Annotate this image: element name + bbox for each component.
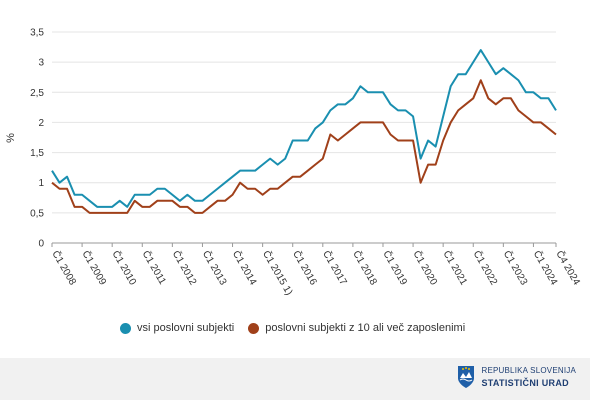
y-tick-label: 1	[38, 178, 44, 189]
x-axis: Č1 2008 Č1 2009 Č1 2010 Č1 2011 Č1 2012 Č1 20…	[49, 243, 584, 297]
y-axis: 0 0,5 1 1,5 2 2,5 3 3,5	[30, 28, 44, 250]
legend-swatch-10plus	[248, 322, 260, 334]
legend-label-10plus: poslovni subjekti z 10 ali več zaposleni…	[265, 322, 466, 334]
y-tick-label: 1,5	[30, 148, 44, 159]
x-tick-label: Č1 2009	[79, 248, 109, 288]
y-tick-label: 3,5	[30, 28, 44, 39]
chart-grid	[52, 31, 556, 244]
x-tick-label: Č1 2023	[501, 248, 531, 288]
x-tick-label: Č1 2022	[471, 248, 501, 288]
legend-label-all: vsi poslovni subjekti	[137, 322, 235, 334]
x-tick-label: Č1 2013	[200, 248, 230, 288]
y-axis-label: %	[5, 133, 17, 143]
series-line-all	[51, 49, 557, 208]
x-tick-label: Č1 2019	[380, 248, 410, 288]
x-tick-label: Č1 2008	[49, 248, 79, 288]
y-tick-label: 2	[38, 118, 44, 129]
x-tick-label: Č1 2020	[410, 248, 440, 288]
y-tick-label: 3	[38, 58, 44, 69]
x-tick-label: Č1 2012	[170, 248, 200, 288]
legend-swatch-all	[120, 322, 131, 334]
x-tick-label: Č1 2021	[441, 248, 471, 288]
x-tick-label: Č1 2017	[320, 248, 350, 288]
x-tick-label: Č1 2016	[290, 248, 320, 288]
y-tick-label: 2,5	[30, 88, 44, 99]
y-tick-label: 0	[38, 239, 44, 250]
chart-series	[51, 49, 557, 214]
x-tick-label: Č1 2014	[230, 248, 260, 288]
x-tick-label: Č1 2010	[110, 248, 140, 288]
brand-text: REPUBLIKA SLOVENIJA STATISTIČNI URAD	[481, 365, 576, 389]
legend-item-all: vsi poslovni subjekti	[120, 322, 234, 334]
footer-bar: REPUBLIKA SLOVENIJA STATISTIČNI URAD	[0, 358, 590, 400]
brand-line1: REPUBLIKA SLOVENIJA	[481, 366, 576, 375]
coat-of-arms-icon	[458, 366, 475, 388]
x-tick-label: Č1 2011	[140, 248, 170, 287]
line-chart: 00,511,522,533,5 Č1 2008 Č1 2009 Č1 2010 Č1…	[5, 28, 584, 298]
brand-line2: STATISTIČNI URAD	[481, 378, 569, 388]
y-tick-label: 0,5	[30, 208, 44, 219]
brand-logo: REPUBLIKA SLOVENIJA STATISTIČNI URAD	[457, 365, 576, 389]
series-line-10plus	[51, 79, 557, 214]
legend-item-10plus: poslovni subjekti z 10 ali več zaposleni…	[248, 322, 465, 334]
x-tick-label: Č1 2018	[350, 248, 380, 288]
x-tick-label: Č1 2015 1)	[260, 248, 296, 297]
chart-legend: vsi poslovni subjekti poslovni subjekti …	[120, 322, 465, 334]
